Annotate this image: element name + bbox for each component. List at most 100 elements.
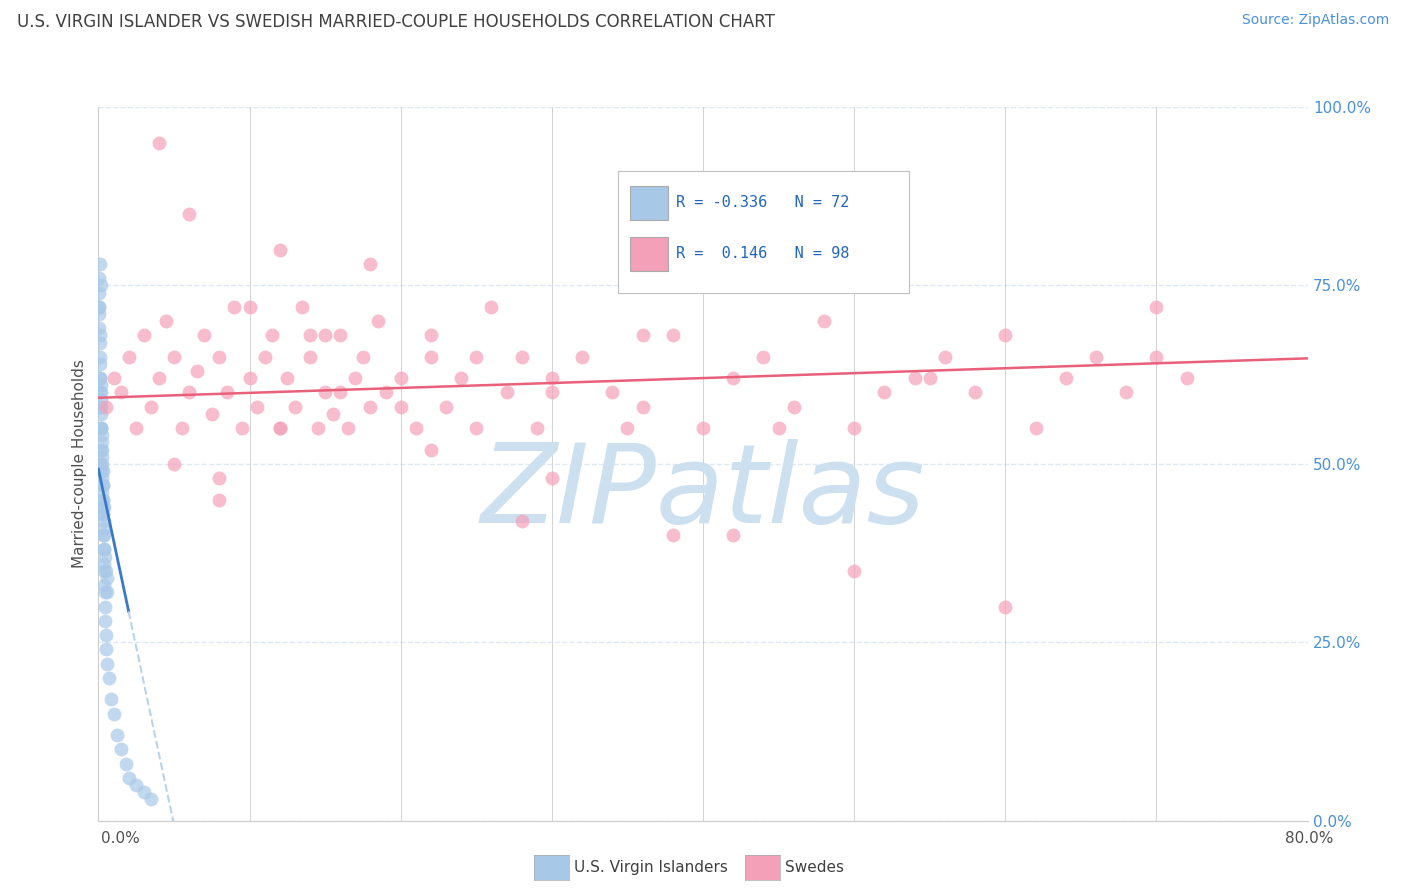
Point	[89, 371, 111, 385]
Point	[602, 385, 624, 400]
Point	[94, 549, 117, 564]
Point	[314, 385, 336, 400]
Bar	[630, 236, 668, 271]
Point	[465, 421, 488, 435]
Point	[132, 785, 155, 799]
Point	[239, 300, 262, 314]
Point	[93, 528, 115, 542]
Point	[389, 371, 412, 385]
Point	[269, 421, 291, 435]
Text: U.S. Virgin Islanders: U.S. Virgin Islanders	[574, 861, 727, 875]
Point	[105, 728, 128, 742]
Point	[1115, 385, 1137, 400]
Point	[965, 385, 987, 400]
Point	[692, 421, 714, 435]
Point	[91, 457, 114, 471]
Point	[90, 421, 112, 435]
Point	[87, 271, 110, 285]
Text: R =  0.146   N = 98: R = 0.146 N = 98	[676, 245, 849, 260]
Point	[90, 442, 112, 457]
Point	[1175, 371, 1198, 385]
Bar	[630, 186, 668, 219]
Point	[89, 307, 111, 321]
Point	[360, 257, 382, 271]
Point	[141, 792, 163, 806]
Point	[90, 385, 112, 400]
Text: Source: ZipAtlas.com: Source: ZipAtlas.com	[1241, 13, 1389, 28]
Point	[481, 300, 503, 314]
Point	[91, 464, 114, 478]
Point	[208, 350, 231, 364]
Point	[87, 285, 110, 300]
Point	[100, 692, 122, 706]
Point	[132, 328, 155, 343]
Point	[90, 392, 112, 407]
Point	[420, 442, 443, 457]
Point	[110, 385, 132, 400]
Point	[94, 599, 117, 614]
Point	[93, 578, 115, 592]
Point	[90, 428, 112, 442]
Point	[276, 371, 298, 385]
Point	[231, 421, 253, 435]
Point	[90, 435, 112, 450]
Point	[93, 514, 115, 528]
Point	[186, 364, 208, 378]
Point	[631, 328, 654, 343]
Point	[262, 328, 284, 343]
Point	[90, 407, 112, 421]
Point	[148, 136, 170, 150]
Text: R = -0.336   N = 72: R = -0.336 N = 72	[676, 194, 849, 210]
Point	[91, 507, 114, 521]
Point	[284, 400, 307, 414]
Point	[89, 328, 111, 343]
Point	[813, 314, 835, 328]
Point	[148, 371, 170, 385]
Point	[208, 492, 231, 507]
Point	[93, 500, 115, 514]
Point	[465, 350, 488, 364]
Point	[352, 350, 374, 364]
Point	[450, 371, 472, 385]
Point	[510, 350, 533, 364]
Point	[329, 385, 352, 400]
Point	[495, 385, 517, 400]
Point	[374, 385, 396, 400]
Point	[90, 421, 112, 435]
Point	[1054, 371, 1077, 385]
Point	[994, 599, 1017, 614]
Point	[93, 528, 115, 542]
Point	[246, 400, 269, 414]
Point	[329, 328, 352, 343]
Point	[1085, 350, 1108, 364]
Point	[96, 571, 118, 585]
Point	[367, 314, 389, 328]
Point	[904, 371, 927, 385]
Point	[103, 706, 125, 721]
Point	[90, 421, 112, 435]
Point	[89, 335, 111, 350]
Point	[118, 771, 141, 785]
Point	[89, 321, 111, 335]
Point	[844, 564, 866, 578]
Point	[994, 328, 1017, 343]
Point	[90, 457, 112, 471]
Point	[434, 400, 457, 414]
Point	[94, 564, 117, 578]
Point	[91, 492, 114, 507]
Point	[125, 778, 148, 792]
Point	[90, 378, 112, 392]
Point	[208, 471, 231, 485]
Point	[844, 421, 866, 435]
Point	[723, 371, 745, 385]
Point	[215, 385, 238, 400]
Point	[91, 478, 114, 492]
Point	[253, 350, 276, 364]
Point	[89, 371, 111, 385]
Point	[91, 507, 114, 521]
Point	[336, 421, 359, 435]
Point	[179, 385, 201, 400]
Point	[934, 350, 956, 364]
Point	[114, 756, 136, 771]
Text: 0.0%: 0.0%	[101, 831, 141, 846]
